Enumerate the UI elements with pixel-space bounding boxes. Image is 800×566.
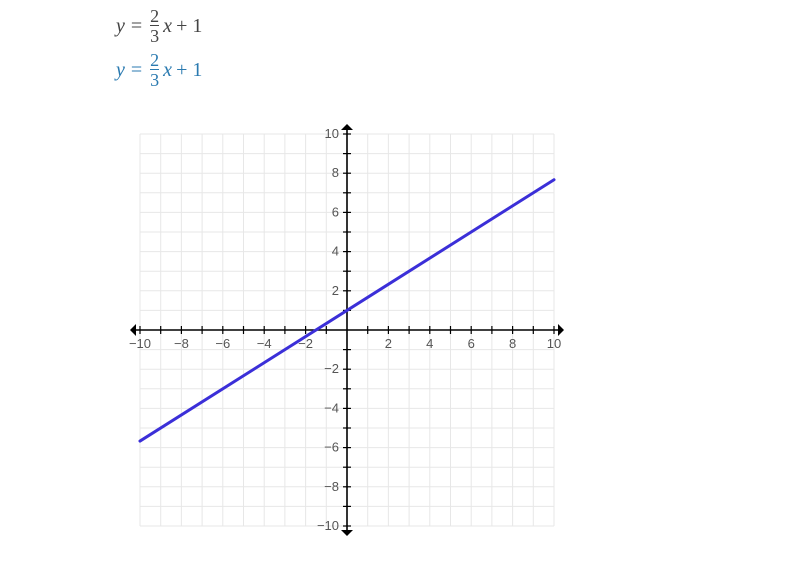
y-tick-label: −8	[324, 479, 339, 494]
chart-svg: −10−8−6−4−2246810−10−8−6−4−2246810	[116, 110, 578, 550]
y-tick-label: 2	[332, 283, 339, 298]
y-tick-label: 6	[332, 204, 339, 219]
y-tick-label: 8	[332, 165, 339, 180]
equation-2: y = 2 3 x + 1	[116, 48, 202, 92]
x-tick-label: −8	[174, 336, 189, 351]
x-tick-label: −4	[257, 336, 272, 351]
x-tick-label: 6	[468, 336, 475, 351]
y-tick-label: −2	[324, 361, 339, 376]
eq-lhs: y	[116, 15, 125, 38]
eq-numerator: 2	[150, 7, 159, 25]
x-tick-label: −10	[129, 336, 151, 351]
equation-list: y = 2 3 x + 1 y = 2 3 x + 1	[116, 4, 202, 92]
eq-x: x	[163, 59, 172, 82]
equation-1: y = 2 3 x + 1	[116, 4, 202, 48]
eq-fraction: 2 3	[150, 7, 159, 45]
eq-denominator: 3	[150, 25, 159, 45]
eq-lhs: y	[116, 59, 125, 82]
y-tick-label: −10	[317, 518, 339, 533]
eq-numerator: 2	[150, 51, 159, 69]
y-tick-label: −6	[324, 440, 339, 455]
y-tick-label: −4	[324, 400, 339, 415]
y-tick-label: 10	[325, 126, 339, 141]
x-tick-label: 10	[547, 336, 561, 351]
coordinate-plane-chart: −10−8−6−4−2246810−10−8−6−4−2246810	[116, 110, 578, 550]
eq-fraction: 2 3	[150, 51, 159, 89]
eq-denominator: 3	[150, 69, 159, 89]
x-tick-label: 2	[385, 336, 392, 351]
x-tick-label: −6	[215, 336, 230, 351]
eq-tail: + 1	[176, 15, 202, 38]
x-tick-label: 4	[426, 336, 433, 351]
x-tick-label: 8	[509, 336, 516, 351]
y-tick-label: 4	[332, 244, 339, 259]
eq-tail: + 1	[176, 59, 202, 82]
eq-sign: =	[131, 15, 142, 38]
eq-x: x	[163, 15, 172, 38]
eq-sign: =	[131, 59, 142, 82]
